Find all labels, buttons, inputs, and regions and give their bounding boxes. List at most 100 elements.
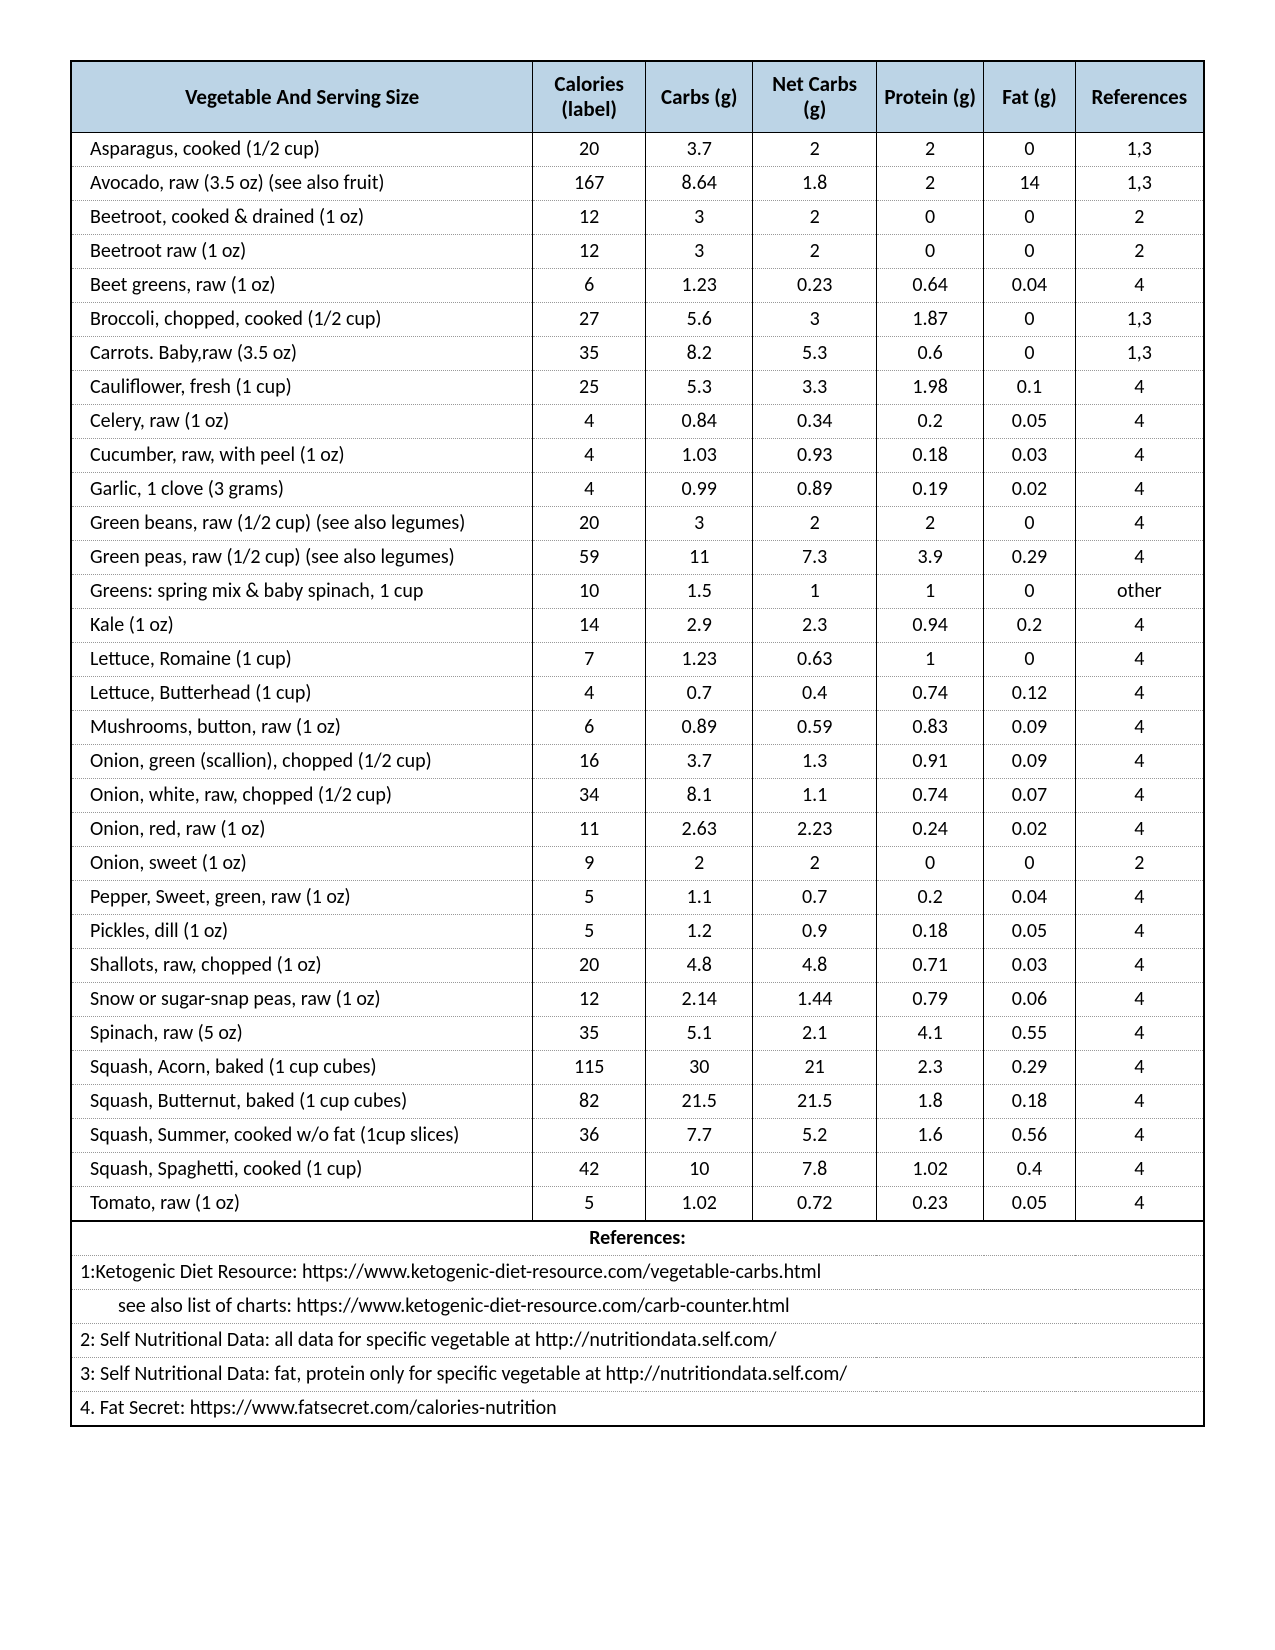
table-row: Onion, green (scallion), chopped (1/2 cu… <box>71 745 1204 779</box>
cell-calories: 9 <box>533 847 646 881</box>
table-row: Pickles, dill (1 oz)51.20.90.180.054 <box>71 915 1204 949</box>
cell-refs: 2 <box>1075 201 1204 235</box>
table-row: Onion, red, raw (1 oz)112.632.230.240.02… <box>71 813 1204 847</box>
cell-carbs: 2.63 <box>646 813 753 847</box>
cell-name: Asparagus, cooked (1/2 cup) <box>71 133 533 167</box>
table-row: Squash, Summer, cooked w/o fat (1cup sli… <box>71 1119 1204 1153</box>
col-header-netcarbs: Net Carbs (g) <box>753 61 877 133</box>
cell-fat: 14 <box>984 167 1075 201</box>
cell-carbs: 8.1 <box>646 779 753 813</box>
cell-netcarbs: 0.59 <box>753 711 877 745</box>
cell-name: Snow or sugar-snap peas, raw (1 oz) <box>71 983 533 1017</box>
reference-line: 1:Ketogenic Diet Resource: https://www.k… <box>71 1256 1204 1290</box>
cell-protein: 0.2 <box>876 881 983 915</box>
cell-fat: 0.1 <box>984 371 1075 405</box>
cell-netcarbs: 0.34 <box>753 405 877 439</box>
cell-protein: 1 <box>876 575 983 609</box>
cell-fat: 0 <box>984 133 1075 167</box>
cell-refs: 2 <box>1075 847 1204 881</box>
cell-protein: 0.71 <box>876 949 983 983</box>
cell-refs: 4 <box>1075 1187 1204 1222</box>
cell-name: Onion, green (scallion), chopped (1/2 cu… <box>71 745 533 779</box>
cell-protein: 1.02 <box>876 1153 983 1187</box>
cell-netcarbs: 1.8 <box>753 167 877 201</box>
cell-name: Onion, sweet (1 oz) <box>71 847 533 881</box>
cell-fat: 0.09 <box>984 745 1075 779</box>
cell-refs: 1,3 <box>1075 303 1204 337</box>
cell-netcarbs: 2 <box>753 847 877 881</box>
cell-name: Squash, Spaghetti, cooked (1 cup) <box>71 1153 533 1187</box>
cell-name: Beetroot raw (1 oz) <box>71 235 533 269</box>
cell-fat: 0.03 <box>984 439 1075 473</box>
reference-text: 1:Ketogenic Diet Resource: https://www.k… <box>71 1256 1204 1290</box>
cell-protein: 1.98 <box>876 371 983 405</box>
table-row: Snow or sugar-snap peas, raw (1 oz)122.1… <box>71 983 1204 1017</box>
table-row: Spinach, raw (5 oz)355.12.14.10.554 <box>71 1017 1204 1051</box>
cell-calories: 4 <box>533 439 646 473</box>
cell-protein: 1.8 <box>876 1085 983 1119</box>
cell-carbs: 2 <box>646 847 753 881</box>
cell-name: Kale (1 oz) <box>71 609 533 643</box>
cell-calories: 35 <box>533 337 646 371</box>
cell-netcarbs: 0.23 <box>753 269 877 303</box>
cell-calories: 20 <box>533 507 646 541</box>
table-row: Lettuce, Romaine (1 cup)71.230.63104 <box>71 643 1204 677</box>
col-header-calories: Calories (label) <box>533 61 646 133</box>
cell-calories: 82 <box>533 1085 646 1119</box>
references-heading: References: <box>71 1221 1204 1256</box>
reference-text: 2: Self Nutritional Data: all data for s… <box>71 1324 1204 1358</box>
cell-protein: 2 <box>876 133 983 167</box>
cell-calories: 7 <box>533 643 646 677</box>
col-header-name: Vegetable And Serving Size <box>71 61 533 133</box>
cell-fat: 0.4 <box>984 1153 1075 1187</box>
cell-calories: 10 <box>533 575 646 609</box>
cell-carbs: 1.2 <box>646 915 753 949</box>
cell-protein: 0 <box>876 201 983 235</box>
cell-protein: 1.87 <box>876 303 983 337</box>
cell-netcarbs: 1.1 <box>753 779 877 813</box>
cell-name: Pepper, Sweet, green, raw (1 oz) <box>71 881 533 915</box>
nutrition-table: Vegetable And Serving SizeCalories (labe… <box>70 60 1205 1427</box>
cell-protein: 0.64 <box>876 269 983 303</box>
cell-carbs: 21.5 <box>646 1085 753 1119</box>
cell-calories: 4 <box>533 405 646 439</box>
cell-carbs: 5.1 <box>646 1017 753 1051</box>
cell-netcarbs: 0.7 <box>753 881 877 915</box>
cell-carbs: 30 <box>646 1051 753 1085</box>
reference-text: 4. Fat Secret: https://www.fatsecret.com… <box>71 1392 1204 1427</box>
cell-name: Cucumber, raw, with peel (1 oz) <box>71 439 533 473</box>
cell-refs: 4 <box>1075 915 1204 949</box>
cell-protein: 0.91 <box>876 745 983 779</box>
table-row: Garlic, 1 clove (3 grams)40.990.890.190.… <box>71 473 1204 507</box>
cell-calories: 16 <box>533 745 646 779</box>
table-row: Onion, sweet (1 oz)922002 <box>71 847 1204 881</box>
cell-refs: 4 <box>1075 779 1204 813</box>
cell-carbs: 1.23 <box>646 269 753 303</box>
cell-calories: 6 <box>533 711 646 745</box>
cell-netcarbs: 0.89 <box>753 473 877 507</box>
cell-calories: 167 <box>533 167 646 201</box>
cell-carbs: 3.7 <box>646 133 753 167</box>
table-row: Tomato, raw (1 oz)51.020.720.230.054 <box>71 1187 1204 1222</box>
reference-line: 2: Self Nutritional Data: all data for s… <box>71 1324 1204 1358</box>
table-row: Lettuce, Butterhead (1 cup)40.70.40.740.… <box>71 677 1204 711</box>
cell-name: Lettuce, Romaine (1 cup) <box>71 643 533 677</box>
reference-text: 3: Self Nutritional Data: fat, protein o… <box>71 1358 1204 1392</box>
cell-name: Greens: spring mix & baby spinach, 1 cup <box>71 575 533 609</box>
cell-netcarbs: 2.1 <box>753 1017 877 1051</box>
cell-calories: 20 <box>533 133 646 167</box>
cell-netcarbs: 1 <box>753 575 877 609</box>
cell-protein: 0.6 <box>876 337 983 371</box>
cell-protein: 0 <box>876 235 983 269</box>
cell-carbs: 7.7 <box>646 1119 753 1153</box>
cell-name: Onion, white, raw, chopped (1/2 cup) <box>71 779 533 813</box>
cell-carbs: 11 <box>646 541 753 575</box>
cell-refs: 4 <box>1075 983 1204 1017</box>
cell-refs: 4 <box>1075 609 1204 643</box>
cell-calories: 4 <box>533 473 646 507</box>
table-row: Mushrooms, button, raw (1 oz)60.890.590.… <box>71 711 1204 745</box>
cell-carbs: 0.99 <box>646 473 753 507</box>
cell-calories: 36 <box>533 1119 646 1153</box>
cell-carbs: 2.14 <box>646 983 753 1017</box>
cell-protein: 2 <box>876 167 983 201</box>
